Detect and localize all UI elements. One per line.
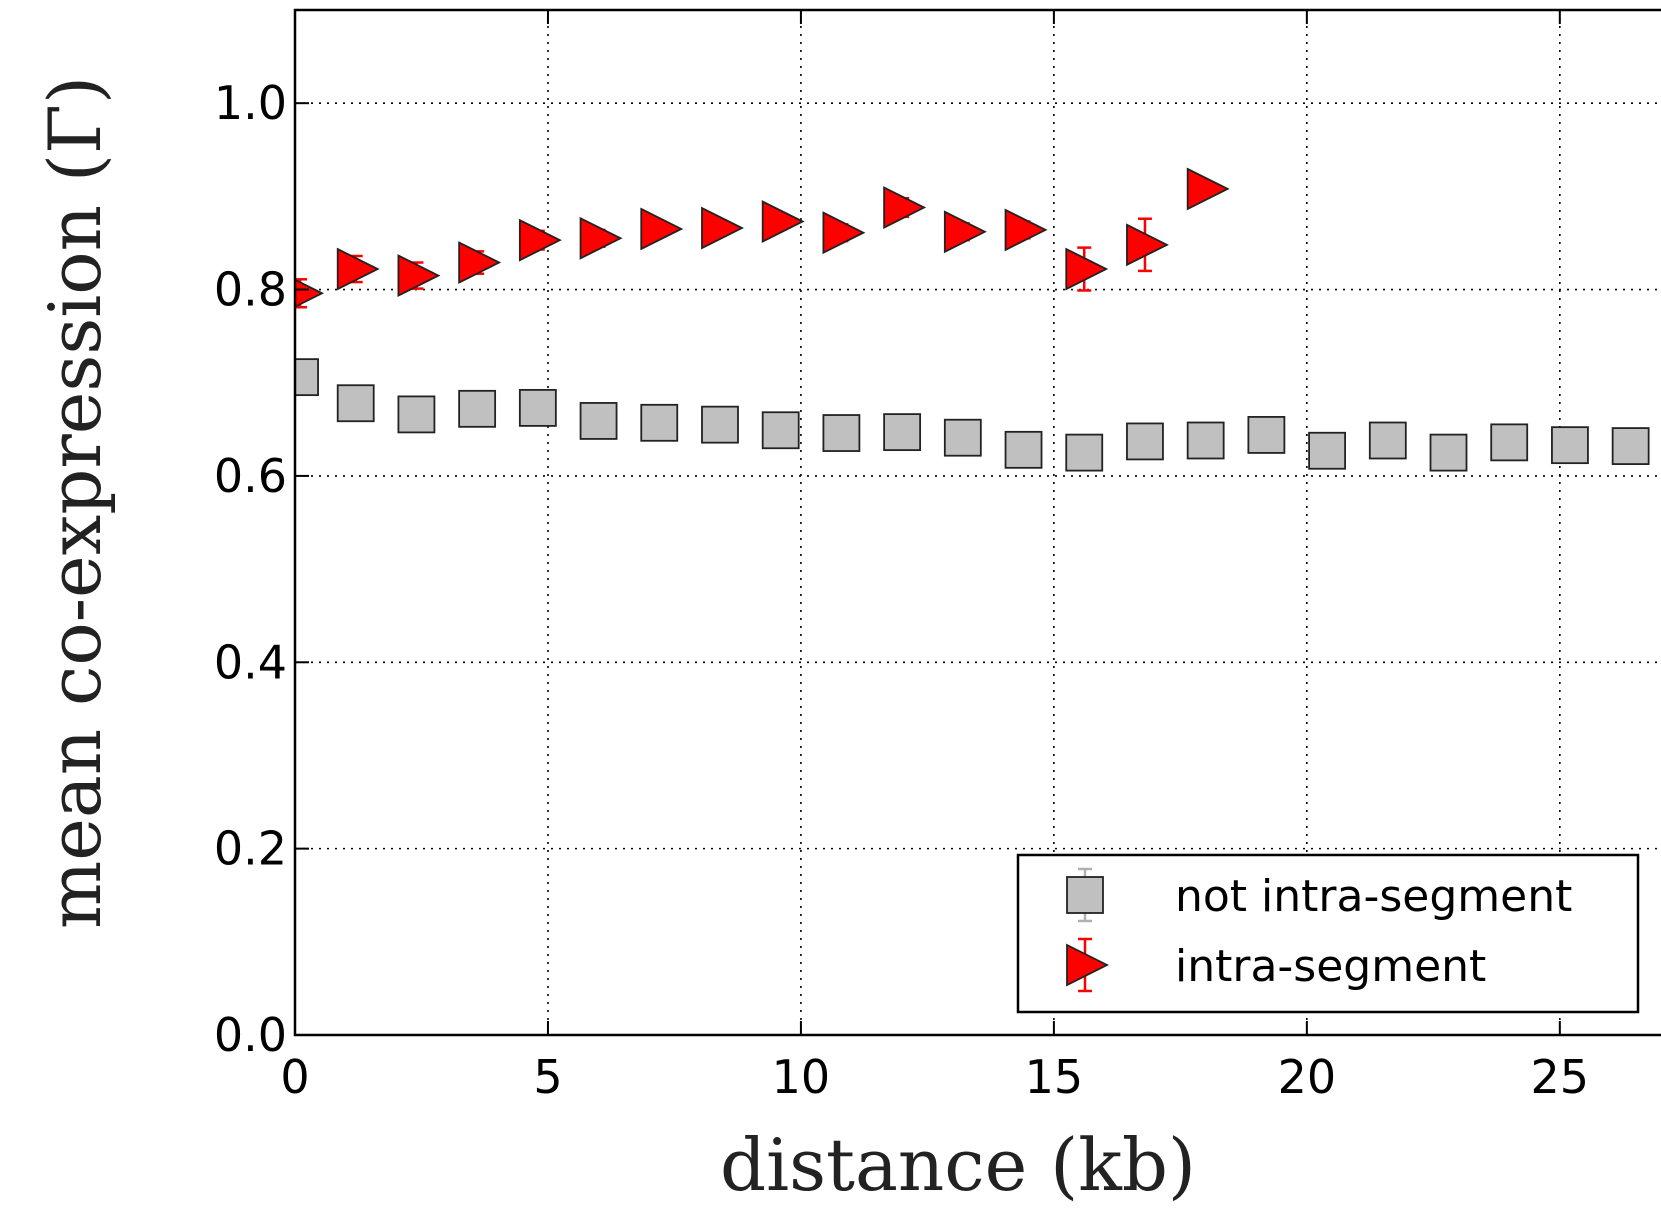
triangle-marker bbox=[397, 254, 441, 298]
square-marker bbox=[1490, 423, 1529, 462]
square-marker bbox=[1247, 416, 1286, 454]
square-marker bbox=[1551, 426, 1589, 465]
series-not-intra-segment bbox=[295, 358, 1650, 472]
triangle-marker bbox=[579, 216, 623, 260]
square-marker bbox=[883, 413, 922, 452]
legend-box bbox=[1016, 853, 1640, 1014]
triangle-marker bbox=[883, 186, 927, 230]
square-marker bbox=[640, 403, 679, 442]
square-marker bbox=[1065, 433, 1104, 472]
y-tick-label: 0.8 bbox=[214, 263, 287, 317]
x-tick-label: 20 bbox=[1278, 1050, 1337, 1104]
triangle-marker bbox=[701, 206, 744, 250]
y-tick-label: 0.0 bbox=[214, 1008, 287, 1062]
square-marker bbox=[1611, 427, 1650, 465]
square-marker bbox=[518, 388, 557, 427]
x-tick-label: 15 bbox=[1025, 1050, 1084, 1104]
x-tick-label: 5 bbox=[533, 1050, 562, 1104]
x-tick-label: 0 bbox=[280, 1050, 309, 1104]
square-marker bbox=[761, 411, 800, 450]
x-axis-label: distance (kb) bbox=[720, 1123, 1196, 1207]
x-tick-label: 25 bbox=[1531, 1050, 1590, 1104]
triangle-marker bbox=[1065, 247, 1109, 291]
triangle-marker bbox=[1004, 208, 1048, 252]
legend-marker bbox=[1066, 943, 1110, 987]
legend: not intra-segment intra-segment bbox=[1016, 853, 1640, 1014]
square-marker bbox=[336, 384, 375, 423]
square-marker bbox=[943, 418, 982, 457]
y-tick-label: 0.4 bbox=[214, 635, 287, 689]
square-marker bbox=[1126, 422, 1164, 461]
triangle-marker bbox=[518, 218, 562, 262]
x-tick-label: 10 bbox=[772, 1050, 831, 1104]
axis-ticks: 0 5 10 15 20 25 0.0 0.2 0.4 0.6 0.8 1.0 bbox=[214, 10, 1589, 1104]
square-marker bbox=[1368, 421, 1407, 460]
triangle-marker bbox=[1126, 223, 1169, 267]
y-axis-label: mean co-expression (Γ) bbox=[33, 76, 117, 929]
square-marker bbox=[579, 402, 618, 440]
y-tick-label: 0.6 bbox=[214, 449, 287, 503]
series-intra-segment bbox=[295, 167, 1230, 309]
y-tick-label: 1.0 bbox=[214, 76, 287, 130]
square-marker bbox=[1004, 430, 1043, 469]
plot-series bbox=[295, 167, 1650, 472]
y-tick-label: 0.2 bbox=[214, 822, 287, 876]
plot-area-frame bbox=[293, 8, 1661, 1037]
legend-entry: intra-segment bbox=[1066, 937, 1486, 993]
legend-marker bbox=[1066, 876, 1104, 914]
square-marker bbox=[822, 414, 861, 452]
triangle-marker bbox=[822, 211, 866, 255]
square-marker bbox=[1429, 433, 1468, 472]
triangle-marker bbox=[1186, 167, 1230, 211]
legend-label: intra-segment bbox=[1175, 941, 1486, 992]
triangle-marker bbox=[336, 247, 380, 291]
triangle-marker bbox=[640, 207, 684, 251]
square-marker bbox=[701, 405, 739, 444]
triangle-marker bbox=[458, 241, 502, 284]
square-marker bbox=[1186, 421, 1225, 460]
square-marker bbox=[1308, 431, 1346, 470]
legend-entry: not intra-segment bbox=[1066, 867, 1572, 923]
triangle-marker bbox=[943, 210, 987, 254]
square-marker bbox=[458, 389, 497, 428]
triangle-marker bbox=[761, 200, 805, 243]
triangle-marker bbox=[295, 278, 325, 308]
square-marker bbox=[397, 395, 436, 434]
legend-label: not intra-segment bbox=[1175, 871, 1572, 922]
square-marker bbox=[295, 358, 319, 397]
